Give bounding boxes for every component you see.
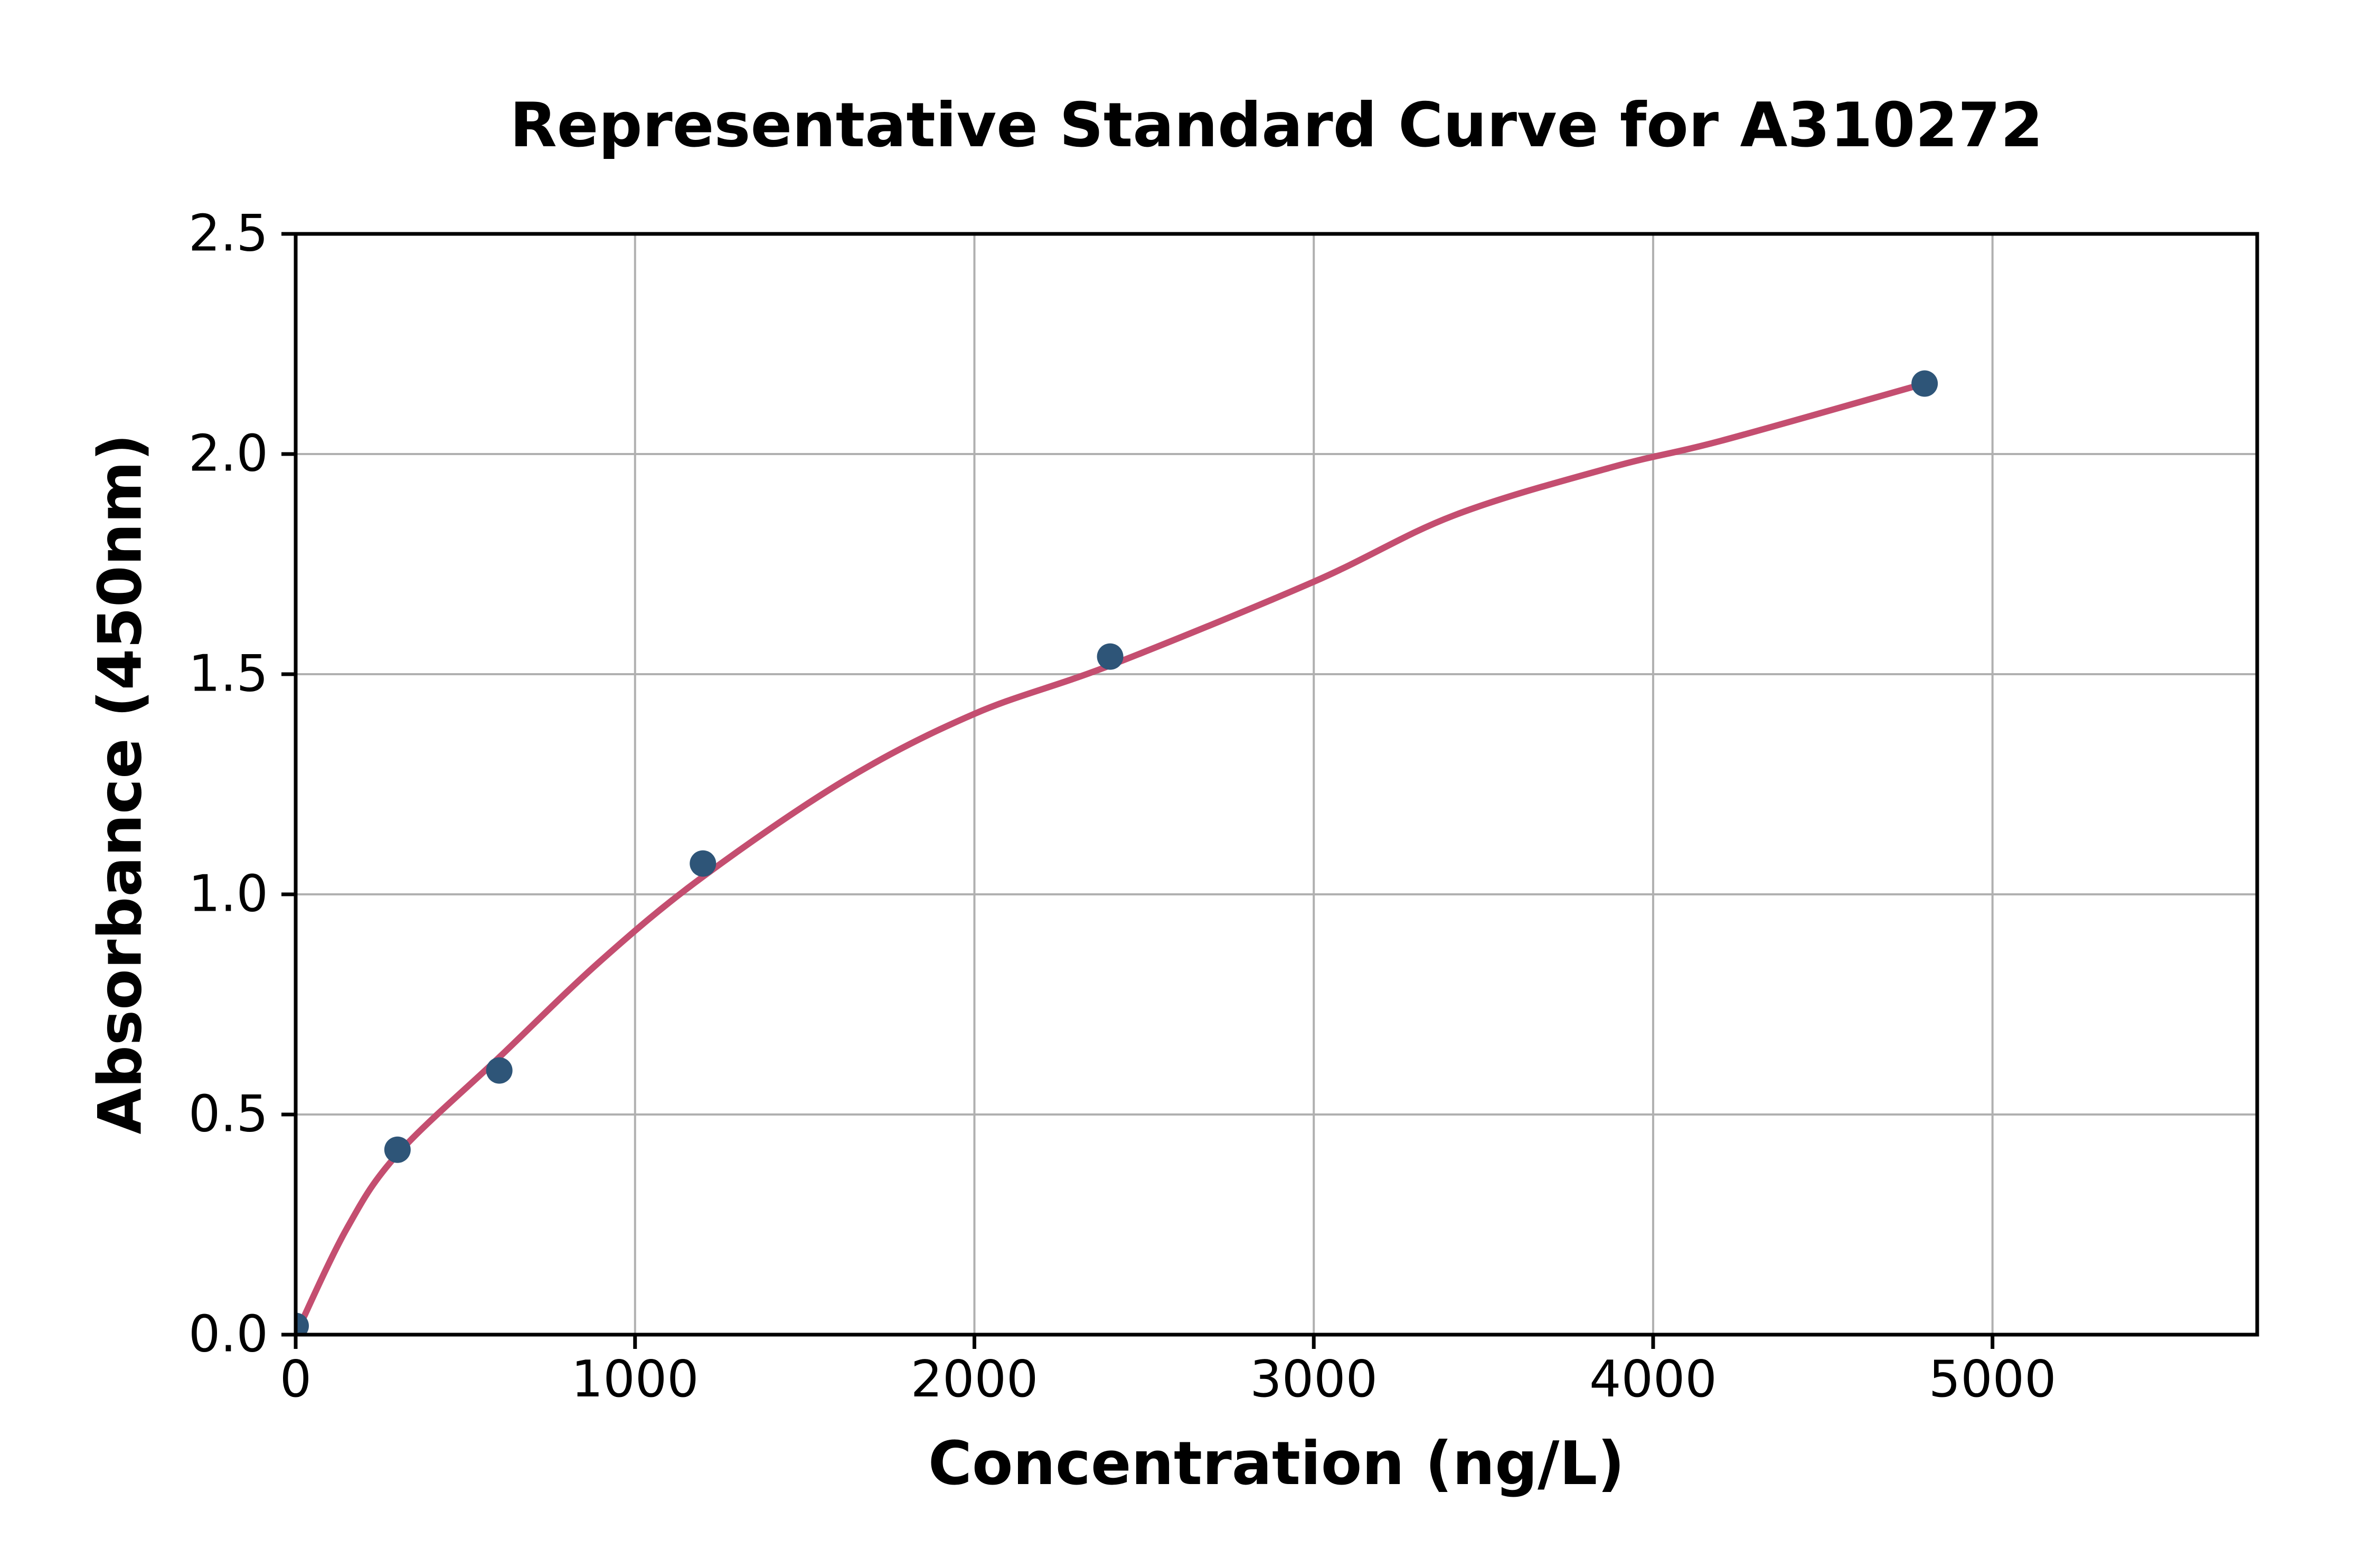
y-tick-label: 1.5 [188, 645, 268, 703]
x-tick-label: 2000 [910, 1350, 1039, 1409]
data-point-marker [1911, 370, 1938, 397]
chart-title: Representative Standard Curve for A31027… [510, 90, 2043, 161]
data-point-marker [384, 1136, 411, 1163]
x-axis-label: Concentration (ng/L) [928, 1429, 1625, 1498]
y-tick-label: 2.5 [188, 204, 268, 263]
y-tick-label: 2.0 [188, 424, 268, 483]
fit-curve [296, 380, 1928, 1335]
x-tick-label: 1000 [571, 1350, 699, 1409]
y-tick-label: 1.0 [188, 865, 268, 923]
x-tick-label: 3000 [1250, 1350, 1378, 1409]
data-point-marker [296, 1312, 309, 1335]
y-tick-label: 0.0 [188, 1305, 268, 1364]
data-point-marker [690, 850, 716, 877]
x-tick-label: 0 [279, 1350, 312, 1409]
data-point-marker [1097, 643, 1124, 670]
axes-spines [294, 232, 2259, 1337]
y-tick-label: 0.5 [188, 1085, 268, 1144]
data-point-marker [486, 1057, 513, 1084]
x-tick-label: 5000 [1928, 1350, 2057, 1409]
x-tick-label: 4000 [1589, 1350, 1717, 1409]
